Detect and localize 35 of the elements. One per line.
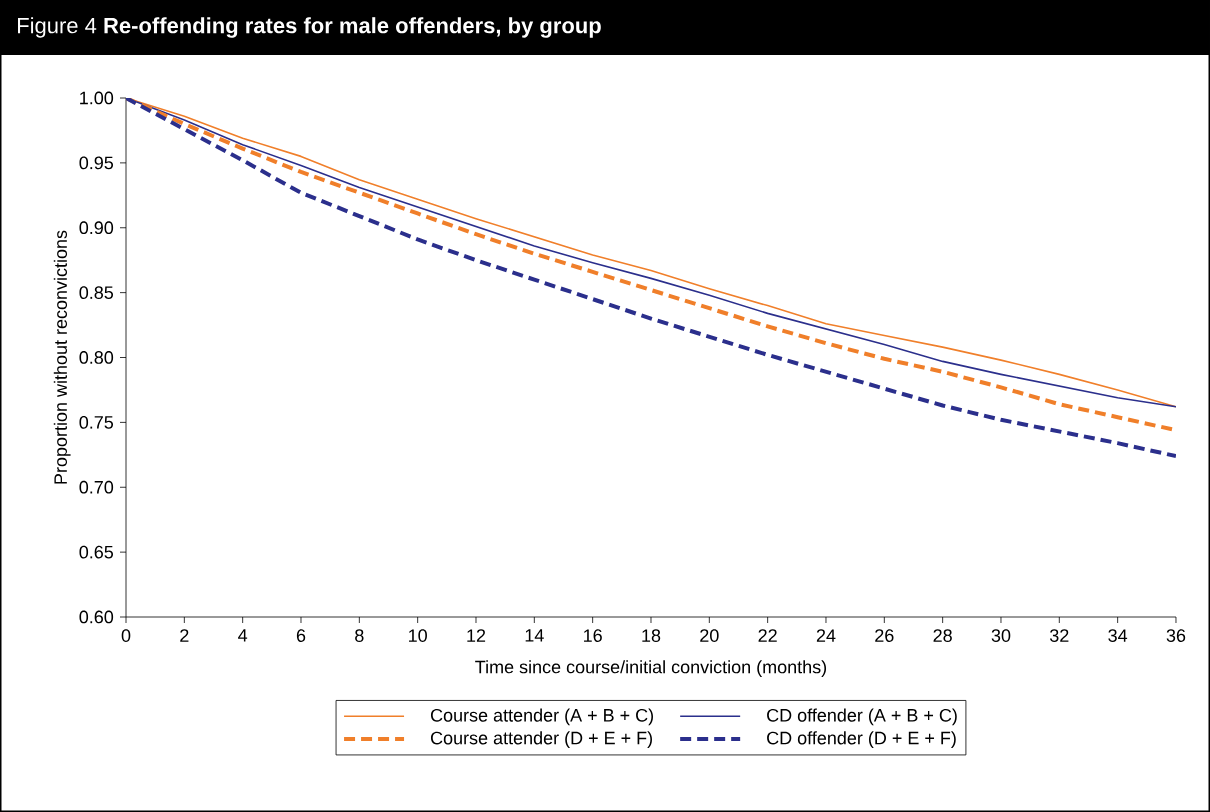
y-tick-label: 0.85 <box>79 286 114 299</box>
x-tick-label: 6 <box>296 629 306 642</box>
y-axis-title: Proportion without reconvictions <box>53 230 71 484</box>
y-tick-label: 1.00 <box>80 91 114 105</box>
x-tick-label: 0 <box>121 629 131 642</box>
x-tick-label: 32 <box>1049 629 1069 642</box>
x-tick-label: 10 <box>409 629 427 642</box>
legend-label: Course attender (D + E + F) <box>430 731 652 748</box>
x-tick-label: 20 <box>700 629 719 642</box>
x-tick-label: 4 <box>238 629 248 642</box>
x-tick-label: 12 <box>467 629 486 642</box>
y-tick-label: 0.70 <box>79 480 114 494</box>
x-tick-label: 8 <box>355 629 364 642</box>
x-tick-label: 16 <box>584 629 602 642</box>
legend-label: CD offender (A + B + C) <box>767 708 957 726</box>
x-tick-label: 26 <box>875 629 894 642</box>
y-tick-label: 0.60 <box>79 610 114 624</box>
x-tick-label: 2 <box>180 629 189 642</box>
x-tick-label: 36 <box>1166 629 1186 642</box>
x-tick-label: 24 <box>816 629 836 642</box>
chart-title: Figure 4 Re-offending rates for male offenders, by group <box>18 17 601 38</box>
y-tick-label: 0.65 <box>79 545 114 559</box>
x-tick-label: 30 <box>991 629 1011 642</box>
legend-label: Course attender (A + B + C) <box>430 708 654 726</box>
x-axis-title: Time since course/initial conviction (months) <box>475 660 827 677</box>
y-tick-label: 0.95 <box>79 156 114 170</box>
y-tick-label: 0.75 <box>79 415 114 429</box>
x-tick-label: 22 <box>758 629 777 642</box>
x-tick-label: 28 <box>933 629 952 642</box>
x-tick-label: 18 <box>642 629 661 642</box>
legend-label: CD offender (D + E + F) <box>767 731 956 748</box>
x-tick-label: 34 <box>1108 629 1128 642</box>
x-tick-label: 14 <box>525 629 544 642</box>
y-tick-label: 0.90 <box>79 221 114 235</box>
y-tick-label: 0.80 <box>79 351 114 364</box>
